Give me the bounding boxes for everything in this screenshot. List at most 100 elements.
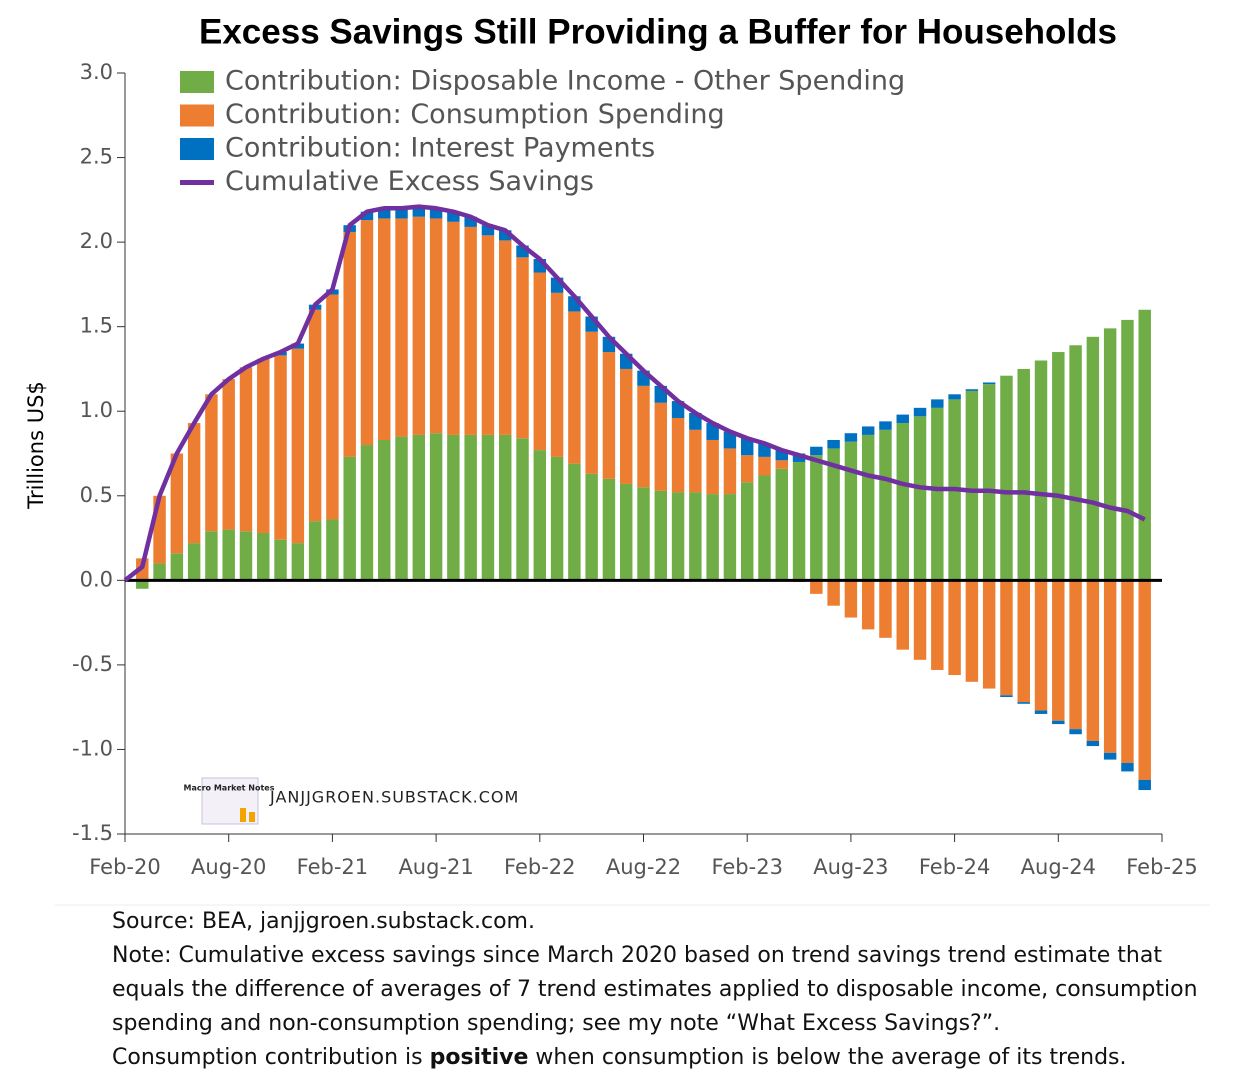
- bar-segment: [740, 438, 754, 456]
- bar-segment: [395, 436, 408, 581]
- bar-segment: [827, 439, 840, 449]
- bar-segment: [1086, 580, 1100, 741]
- note-text: Consumption contribution is: [112, 1045, 430, 1070]
- bar-segment: [775, 468, 788, 581]
- y-tick-label: 2.5: [80, 145, 113, 169]
- x-tick-label: Aug-23: [813, 855, 888, 879]
- bar-segment: [170, 453, 184, 554]
- bar-segment: [775, 450, 788, 461]
- bar-segment: [568, 463, 581, 581]
- y-axis-label: Trillions US$: [24, 381, 48, 510]
- bar-segment: [1017, 368, 1030, 581]
- y-tick-label: 2.0: [80, 229, 113, 253]
- bar-segment: [844, 580, 858, 618]
- bar-segment: [827, 580, 840, 606]
- bar-segment: [239, 531, 253, 581]
- bar-segment: [1086, 740, 1100, 747]
- bar-segment: [671, 417, 685, 493]
- y-tick-label: 0.0: [80, 567, 113, 591]
- bar-segment: [360, 211, 374, 221]
- bar-segment: [1103, 328, 1117, 581]
- logo-text: Macro Market Notes: [184, 784, 275, 793]
- bar-segment: [1069, 345, 1082, 581]
- bar-segment: [740, 482, 754, 581]
- bar-segment: [896, 423, 909, 581]
- bar-segment: [516, 257, 529, 439]
- bar-segment: [706, 494, 719, 581]
- bar-segment: [533, 450, 547, 581]
- bar-segment: [723, 448, 737, 495]
- bar-segment: [499, 434, 512, 581]
- bar-segment: [1121, 580, 1134, 763]
- bar-segment: [740, 455, 754, 483]
- x-tick-label: Aug-20: [191, 855, 266, 879]
- bar-segment: [1034, 360, 1048, 581]
- note-line: Consumption contribution is positive whe…: [112, 1045, 1127, 1070]
- bar-segment: [291, 343, 305, 349]
- bar-segment: [671, 492, 685, 581]
- bar-segment: [706, 423, 719, 440]
- bar-segment: [429, 218, 443, 434]
- legend-swatch: [180, 104, 214, 127]
- bar-segment: [792, 461, 806, 581]
- bar-segment: [187, 423, 201, 544]
- bar-segment: [274, 539, 287, 581]
- bar-segment: [810, 446, 823, 456]
- bar-segment: [533, 272, 547, 451]
- chart-title: Excess Savings Still Providing a Buffer …: [199, 12, 1117, 51]
- bar-segment: [326, 294, 339, 520]
- x-tick-label: Aug-21: [398, 855, 473, 879]
- x-tick-label: Feb-23: [711, 855, 782, 879]
- bar-segment: [602, 478, 616, 581]
- note-emphasis: positive: [430, 1045, 529, 1070]
- bar-segment: [1017, 702, 1030, 704]
- y-tick-label: 3.0: [80, 60, 113, 84]
- bar-segment: [1086, 336, 1100, 581]
- bar-segment: [948, 394, 961, 400]
- x-tick-label: Feb-20: [89, 855, 160, 879]
- bar-segment: [1000, 580, 1013, 696]
- bar-segment: [499, 230, 512, 241]
- bar-segment: [1000, 375, 1013, 581]
- x-tick-label: Feb-22: [504, 855, 575, 879]
- bar-segment: [1034, 710, 1048, 714]
- logo-bar: [249, 812, 255, 822]
- bar-segment: [205, 531, 218, 581]
- bar-segment: [205, 394, 218, 532]
- bar-segment: [861, 426, 875, 435]
- bar-segment: [879, 429, 892, 581]
- bar-segment: [913, 407, 927, 417]
- bar-segment: [689, 429, 702, 493]
- bar-segment: [758, 456, 771, 476]
- y-tick-label: -1.5: [72, 821, 113, 845]
- watermark-text: JANJJGROEN.SUBSTACK.COM: [269, 788, 519, 807]
- bar-segment: [1069, 580, 1082, 730]
- bar-segment: [775, 460, 788, 469]
- bar-segment: [343, 231, 356, 457]
- bar-segment: [982, 382, 996, 385]
- bar-segment: [1017, 580, 1030, 703]
- y-tick-label: -0.5: [72, 652, 113, 676]
- bar-segment: [499, 240, 512, 435]
- bar-segment: [1138, 580, 1151, 780]
- x-tick-label: Feb-21: [297, 855, 368, 879]
- x-tick-label: Aug-22: [606, 855, 681, 879]
- bar-segment: [360, 220, 374, 446]
- bar-segment: [948, 580, 961, 676]
- bar-segment: [965, 389, 979, 391]
- bar-segment: [1052, 352, 1065, 581]
- bar-segment: [931, 399, 944, 408]
- bar-segment: [758, 475, 771, 581]
- legend-label: Contribution: Consumption Spending: [225, 99, 725, 130]
- x-tick-label: Aug-24: [1021, 855, 1096, 879]
- bar-segment: [153, 563, 166, 581]
- bar-segment: [637, 385, 650, 488]
- y-tick-label: 1.0: [80, 398, 113, 422]
- watermark: Macro Market Notes JANJJGROEN.SUBSTACK.C…: [184, 777, 519, 825]
- bar-segment: [481, 235, 495, 435]
- bar-segment: [1069, 729, 1082, 735]
- bar-segment: [447, 211, 460, 222]
- bar-segment: [879, 421, 892, 430]
- y-tick-label: 0.5: [80, 483, 113, 507]
